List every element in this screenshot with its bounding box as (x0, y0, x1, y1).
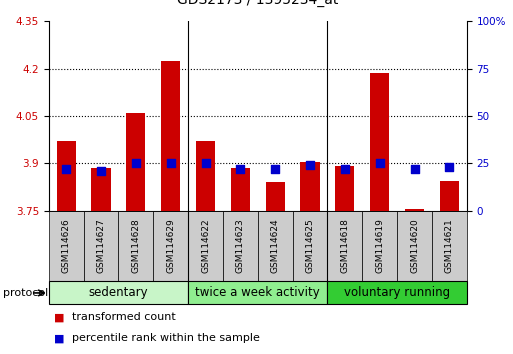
Text: ■: ■ (54, 333, 64, 343)
Point (202, 160, 210, 166)
Bar (188, 281, 327, 304)
Bar (432, 211, 467, 281)
Bar (56, 141, 76, 211)
Point (445, 164, 453, 170)
Point (97, 168, 105, 174)
Text: GSM114629: GSM114629 (166, 219, 175, 273)
Text: GSM114621: GSM114621 (445, 219, 454, 273)
Point (376, 160, 384, 166)
Text: GSM114625: GSM114625 (306, 219, 314, 273)
Text: GSM114627: GSM114627 (96, 219, 106, 273)
Text: GSM114624: GSM114624 (271, 219, 280, 273)
Bar (196, 141, 215, 211)
Bar (161, 61, 180, 211)
Point (306, 162, 314, 168)
Point (132, 160, 140, 166)
Text: GDS2173 / 1395234_at: GDS2173 / 1395234_at (177, 0, 339, 7)
Point (271, 166, 279, 172)
Bar (84, 211, 119, 281)
Bar (292, 211, 327, 281)
Text: GSM114626: GSM114626 (62, 219, 71, 273)
Bar (397, 211, 432, 281)
Bar (327, 211, 362, 281)
Text: ■: ■ (54, 312, 64, 322)
Text: GSM114622: GSM114622 (201, 219, 210, 273)
Text: GSM114620: GSM114620 (410, 219, 419, 273)
Bar (49, 281, 188, 304)
Text: GSM114618: GSM114618 (341, 218, 349, 274)
Bar (440, 181, 459, 211)
Bar (405, 209, 424, 211)
Bar (370, 73, 389, 211)
Bar (362, 211, 397, 281)
Bar (119, 211, 153, 281)
Bar (223, 211, 258, 281)
Point (167, 160, 175, 166)
Text: GSM114623: GSM114623 (236, 219, 245, 273)
Bar (49, 211, 84, 281)
Bar (336, 166, 354, 211)
Bar (126, 113, 145, 211)
Text: sedentary: sedentary (89, 286, 148, 299)
Text: voluntary running: voluntary running (344, 286, 450, 299)
Text: GSM114619: GSM114619 (375, 218, 384, 274)
Text: twice a week activity: twice a week activity (195, 286, 320, 299)
Bar (153, 211, 188, 281)
Text: percentile rank within the sample: percentile rank within the sample (72, 333, 260, 343)
Bar (91, 168, 111, 211)
Text: GSM114628: GSM114628 (131, 219, 141, 273)
Bar (266, 182, 285, 211)
Point (236, 166, 245, 172)
Bar (327, 281, 467, 304)
Text: transformed count: transformed count (72, 312, 175, 322)
Point (62, 166, 70, 172)
Text: protocol: protocol (3, 288, 48, 298)
Bar (258, 211, 292, 281)
Point (410, 166, 419, 172)
Bar (231, 168, 250, 211)
Bar (188, 211, 223, 281)
Bar (301, 162, 320, 211)
Point (341, 166, 349, 172)
